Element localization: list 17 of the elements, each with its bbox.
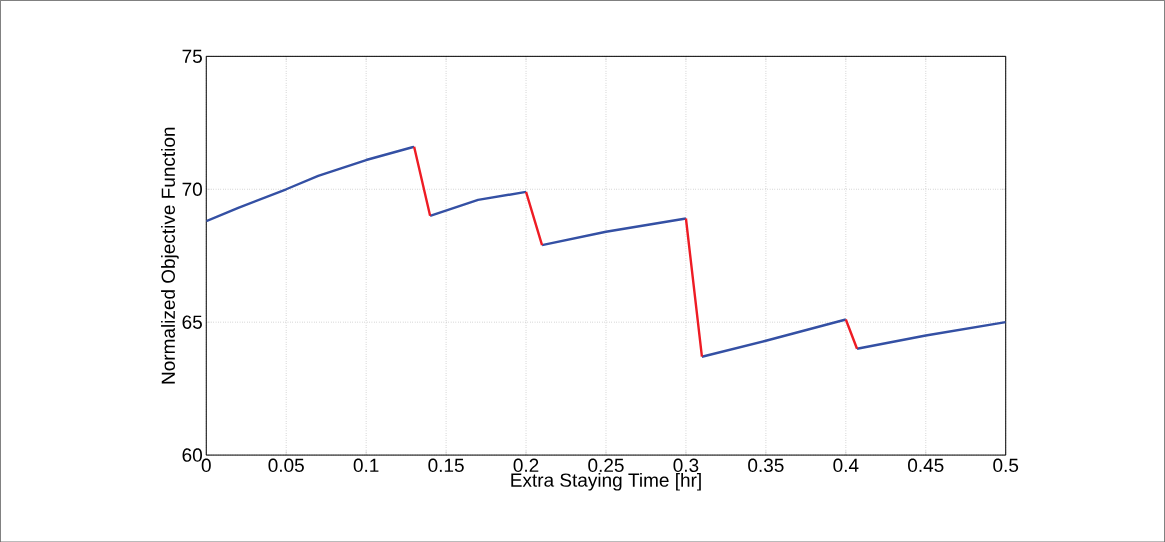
y-tick-label: 65 [182,315,202,329]
y-tick-label: 60 [182,448,202,462]
x-tick-label: 0.25 [588,458,624,472]
x-tick-label: 0.35 [748,458,784,472]
y-tick-label: 75 [182,49,202,63]
x-tick-label: 0.05 [268,458,304,472]
x-tick-label: 0.3 [673,458,699,472]
x-tick-label: 0.45 [908,458,944,472]
x-tick-label: 0.1 [353,458,379,472]
x-tick-label: 0.5 [993,458,1019,472]
y-axis-title: Normalized Objective Function [161,127,179,384]
x-tick-label: 0.15 [428,458,464,472]
x-tick-label: 0.4 [833,458,859,472]
x-axis-title: Extra Staying Time [hr] [511,472,701,491]
x-tick-label: 0.2 [513,458,539,472]
y-tick-label: 70 [182,182,202,196]
x-tick-label: 0 [201,458,211,472]
